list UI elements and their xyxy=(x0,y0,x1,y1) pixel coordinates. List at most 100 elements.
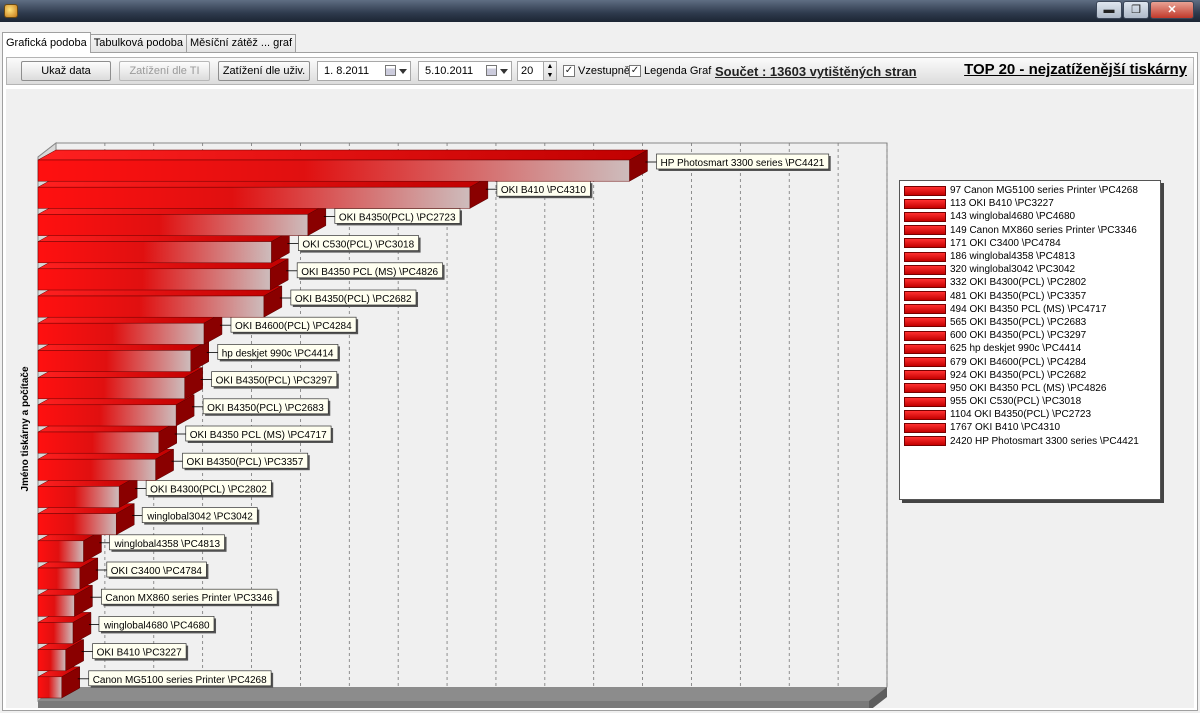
legend-swatch xyxy=(904,251,946,262)
bar xyxy=(37,159,630,182)
legend-label: 186 winglobal4358 \PC4813 xyxy=(950,251,1076,263)
legend-label: 149 Canon MX860 series Printer \PC3346 xyxy=(950,224,1137,236)
close-button[interactable]: ✕ xyxy=(1150,1,1194,19)
bar-label: Canon MX860 series Printer \PC3346 xyxy=(105,593,273,604)
bar-label-box xyxy=(296,262,443,279)
legend-label: 950 OKI B4350 PCL (MS) \PC4826 xyxy=(950,382,1107,394)
legend-item: 950 OKI B4350 PCL (MS) \PC4826 xyxy=(904,382,1160,395)
bar-label-box xyxy=(101,588,278,605)
legend-swatch xyxy=(904,396,946,407)
bar-label: OKI B4350(PCL) \PC3297 xyxy=(216,376,333,387)
legend-item: 186 winglobal4358 \PC4813 xyxy=(904,250,1160,263)
legend-label: 143 winglobal4680 \PC4680 xyxy=(950,211,1076,223)
bar xyxy=(37,567,81,590)
bar-label: OKI B4600(PCL) \PC4284 xyxy=(235,321,352,332)
bar-chart: 0200400600800100012001400160018002000220… xyxy=(20,141,888,708)
bar xyxy=(37,241,272,264)
legend-item: 679 OKI B4600(PCL) \PC4284 xyxy=(904,355,1160,368)
bar-label: OKI C530(PCL) \PC3018 xyxy=(302,240,414,251)
legend-label: 565 OKI B4350(PCL) \PC2683 xyxy=(950,316,1087,328)
calendar-icon xyxy=(385,65,396,76)
legend-checkbox[interactable]: ✓ Legenda Graf xyxy=(629,65,711,77)
legend-swatch xyxy=(904,277,946,288)
tab-table[interactable]: Tabulková podoba xyxy=(89,34,188,53)
ascending-label: Vzestupně xyxy=(578,65,630,77)
bar-top xyxy=(37,149,649,161)
chart-floor xyxy=(38,687,887,701)
legend-item: 1104 OKI B4350(PCL) \PC2723 xyxy=(904,408,1160,421)
bar-label-box xyxy=(656,153,830,170)
bar xyxy=(37,458,156,481)
legend-item: 149 Canon MX860 series Printer \PC3346 xyxy=(904,224,1160,237)
bar xyxy=(37,404,177,427)
bar-label-box xyxy=(217,344,339,360)
legend-label: 625 hp deskjet 990c \PC4414 xyxy=(950,343,1082,355)
chart-area: 0200400600800100012001400160018002000220… xyxy=(6,89,1194,708)
legend-swatch xyxy=(904,383,946,394)
legend-item: 143 winglobal4680 \PC4680 xyxy=(904,210,1160,223)
count-spinner[interactable]: 20 ▲ ▼ xyxy=(517,61,557,81)
bar-label: OKI B4350(PCL) \PC3357 xyxy=(187,457,304,468)
bar xyxy=(37,350,192,372)
maximize-button[interactable]: ❐ xyxy=(1123,1,1149,19)
bar-label-box xyxy=(298,235,419,251)
chevron-down-icon xyxy=(399,69,407,74)
bar-label: OKI B410 \PC3227 xyxy=(97,648,182,659)
load-by-user-button[interactable]: Zatížení dle uživ. xyxy=(218,61,310,81)
date-from-picker[interactable]: 1. 8.2011 xyxy=(317,61,411,81)
bar-label-box xyxy=(211,371,338,387)
spinner-buttons[interactable]: ▲ ▼ xyxy=(543,62,556,80)
legend-swatch xyxy=(904,198,946,209)
legend-swatch xyxy=(904,357,946,368)
bar-label: winglobal4680 \PC4680 xyxy=(103,620,210,631)
legend-item: 113 OKI B410 \PC3227 xyxy=(904,197,1160,210)
legend-label: 600 OKI B4350(PCL) \PC3297 xyxy=(950,330,1087,342)
bar-label: OKI B4350(PCL) \PC2683 xyxy=(207,403,324,414)
chart-floor-edge xyxy=(38,701,869,708)
tab-panel: Ukaž data Zatížení dle TI Zatížení dle u… xyxy=(2,52,1198,711)
legend-item: 97 Canon MG5100 series Printer \PC4268 xyxy=(904,184,1160,197)
bar-label-box xyxy=(88,670,272,687)
legend-item: 494 OKI B4350 PCL (MS) \PC4717 xyxy=(904,303,1160,316)
bar-label-box xyxy=(141,507,258,523)
tab-monthly-graph[interactable]: Měsíční zátěž ... graf xyxy=(186,34,297,53)
legend-swatch xyxy=(904,238,946,249)
window-controls: ▬ ❐ ✕ xyxy=(1095,1,1194,19)
bar-label: OKI B4300(PCL) \PC2802 xyxy=(150,484,267,495)
tab-strip: Grafická podoba Tabulková podoba Měsíční… xyxy=(2,32,297,53)
show-data-button[interactable]: Ukaž data xyxy=(21,61,111,81)
legend-swatch xyxy=(904,225,946,236)
legend-swatch xyxy=(904,343,946,354)
bar xyxy=(37,540,84,563)
bar-label: OKI B4350(PCL) \PC2682 xyxy=(295,294,412,305)
date-to-picker[interactable]: 5.10.2011 xyxy=(418,61,512,81)
load-by-ti-button[interactable]: Zatížení dle TI xyxy=(119,61,210,81)
chart-title: TOP 20 - nejzatíženější tiskárny xyxy=(964,61,1187,78)
tab-graphic[interactable]: Grafická podoba xyxy=(2,32,91,53)
total-pages: Součet : 13603 vytištěných stran xyxy=(715,64,917,79)
legend-item: 481 OKI B4350(PCL) \PC3357 xyxy=(904,290,1160,303)
legend-item: 955 OKI C530(PCL) \PC3018 xyxy=(904,395,1160,408)
legend-item: 320 winglobal3042 \PC3042 xyxy=(904,263,1160,276)
bar-label: OKI B410 \PC4310 xyxy=(501,185,586,196)
bar xyxy=(37,486,120,508)
window-titlebar: ▬ ❐ ✕ xyxy=(0,0,1200,22)
legend-swatch xyxy=(904,436,946,447)
bar xyxy=(37,214,309,236)
minimize-button[interactable]: ▬ xyxy=(1096,1,1122,19)
date-to-value: 5.10.2011 xyxy=(425,65,474,77)
toolbar: Ukaž data Zatížení dle TI Zatížení dle u… xyxy=(6,57,1194,85)
bar-label-box xyxy=(106,561,207,578)
legend-label: 1767 OKI B410 \PC4310 xyxy=(950,422,1061,434)
legend-label: 1104 OKI B4350(PCL) \PC2723 xyxy=(950,409,1092,421)
bar xyxy=(37,322,205,345)
legend-item: 332 OKI B4300(PCL) \PC2802 xyxy=(904,276,1160,289)
bar-label-box xyxy=(230,316,357,333)
bar-label-box xyxy=(98,616,215,632)
bar xyxy=(37,513,117,536)
legend-label: 97 Canon MG5100 series Printer \PC4268 xyxy=(950,185,1138,197)
app-icon xyxy=(4,4,18,18)
legend-item: 1767 OKI B410 \PC4310 xyxy=(904,421,1160,434)
bar-label: winglobal4358 \PC4813 xyxy=(113,539,220,550)
ascending-checkbox[interactable]: ✓ Vzestupně xyxy=(563,65,630,77)
